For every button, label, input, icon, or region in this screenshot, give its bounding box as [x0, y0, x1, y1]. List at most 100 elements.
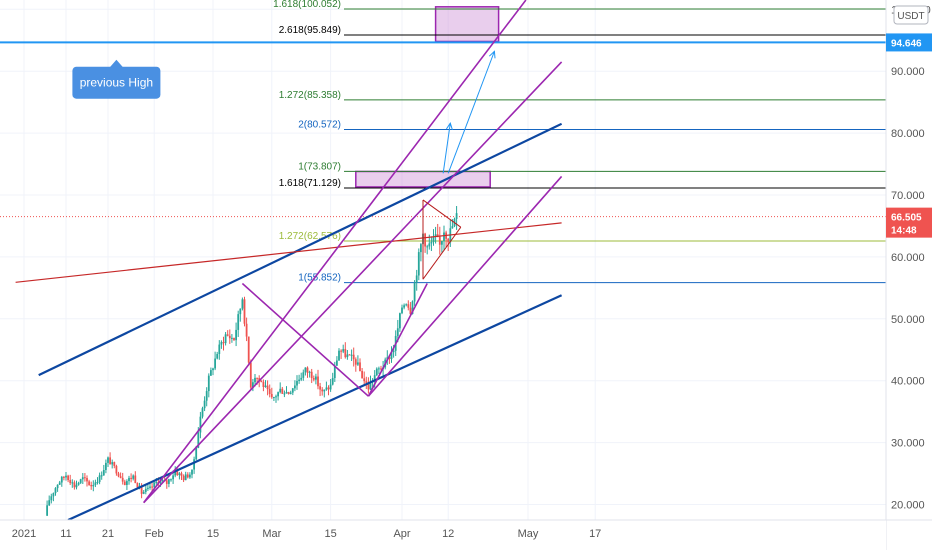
- candle-body: [312, 377, 315, 380]
- candle-body: [346, 354, 349, 358]
- candle-body: [279, 388, 282, 393]
- candle-body: [56, 484, 59, 489]
- candle-body: [182, 475, 185, 481]
- purple-channel-2[interactable]: [143, 61, 563, 504]
- candle-body: [239, 308, 242, 315]
- price-tick-label: 40.000: [891, 376, 925, 388]
- projection-arrow-long[interactable]: [447, 51, 495, 174]
- candle-body: [306, 367, 309, 373]
- candle-body: [75, 484, 78, 488]
- candle-body: [128, 477, 130, 482]
- candle-body: [375, 368, 378, 376]
- purple-zigzag-down[interactable]: [241, 282, 369, 397]
- candle-body: [277, 392, 279, 397]
- date-tick-label: 17: [589, 528, 601, 540]
- candle-body: [310, 371, 313, 378]
- price-tick-label: 50.000: [891, 314, 925, 326]
- triangle-bottom[interactable]: [422, 226, 462, 280]
- blue-upper-channel[interactable]: [38, 122, 563, 377]
- candle-body: [58, 482, 61, 485]
- candle-body: [415, 275, 418, 283]
- candle-body: [98, 475, 101, 483]
- candle-body: [380, 368, 382, 370]
- candle-body: [149, 486, 151, 488]
- candle-body: [329, 384, 332, 390]
- candle-body: [203, 400, 206, 409]
- fib-level-label: 1(73.807): [298, 161, 341, 172]
- date-tick-label: 12: [442, 528, 454, 540]
- previous-high-tag[interactable]: [886, 33, 932, 52]
- candle-body: [193, 459, 195, 470]
- candle-body: [94, 482, 97, 486]
- candle-body: [327, 387, 330, 390]
- candle-body: [399, 313, 401, 329]
- candle-body: [264, 385, 267, 387]
- candle-body: [409, 307, 412, 315]
- last-price-tag[interactable]: [886, 207, 932, 238]
- purple-channel-3[interactable]: [367, 175, 563, 397]
- candle-body: [111, 462, 114, 465]
- candle-body: [426, 246, 429, 248]
- triangle-top[interactable]: [422, 199, 462, 228]
- candle-body: [205, 391, 208, 401]
- candle-body: [241, 299, 244, 309]
- previous-high-callout[interactable]: [72, 66, 161, 99]
- candle-body: [134, 475, 137, 484]
- purple-zigzag-up[interactable]: [367, 283, 428, 397]
- candle-body: [252, 382, 254, 388]
- candle-body: [195, 447, 198, 460]
- fib-level-label: 2.618(95.849): [279, 25, 341, 36]
- previous-high-tag-text: 94.646: [891, 38, 922, 49]
- projection-arrow-short-head: [445, 122, 453, 131]
- candle-body: [109, 457, 111, 465]
- price-axis[interactable]: 20.000 30.000 40.000 50.000 60.000 70.000 80.0…: [885, 0, 932, 550]
- candle-body: [424, 233, 426, 247]
- purple-channel-1[interactable]: [143, 0, 527, 504]
- currency-button[interactable]: [893, 5, 929, 25]
- candle-body: [226, 334, 229, 336]
- candle-body: [432, 236, 435, 242]
- candle-body: [207, 375, 210, 392]
- blue-lower-channel[interactable]: [67, 294, 563, 522]
- candle-body: [373, 375, 376, 382]
- candle-body: [161, 480, 164, 482]
- candle-body: [136, 483, 139, 488]
- candle-body: [46, 505, 48, 516]
- candle-body: [321, 389, 324, 392]
- projection-arrow-short[interactable]: [442, 123, 451, 174]
- candle-body: [113, 462, 116, 466]
- candle-body: [201, 408, 204, 417]
- date-tick-label: 15: [324, 528, 336, 540]
- candle-body: [304, 367, 307, 373]
- candle-body: [350, 354, 353, 356]
- candle-body: [268, 389, 271, 394]
- candle-body: [81, 477, 84, 480]
- candle-body: [317, 376, 319, 387]
- candle-body: [191, 469, 193, 475]
- candle-body: [336, 360, 338, 366]
- candle-body: [245, 323, 248, 337]
- time-axis[interactable]: 2021 11 21 Feb 15 Mar 15 Apr 12 May 17: [0, 519, 932, 550]
- mid-target-zone: [355, 170, 491, 188]
- candle-body: [237, 314, 240, 330]
- candle-body: [144, 488, 147, 492]
- candle-body: [235, 329, 237, 341]
- candle-body: [283, 393, 286, 395]
- price-tick-label: 20.000: [891, 500, 925, 512]
- candle-body: [392, 350, 395, 353]
- date-tick-label: 15: [207, 528, 219, 540]
- candle-body: [174, 471, 177, 476]
- trend-line-layer[interactable]: [15, 0, 563, 522]
- upper-target-zone: [434, 6, 500, 43]
- candle-body: [396, 328, 399, 336]
- candle-body: [443, 232, 445, 241]
- candle-body: [285, 392, 288, 394]
- candle-body: [67, 475, 69, 481]
- candle-body: [222, 342, 225, 344]
- candle-body: [228, 335, 231, 339]
- candle-body: [273, 396, 275, 398]
- candle-body: [359, 362, 361, 371]
- red-resistance[interactable]: [15, 222, 562, 283]
